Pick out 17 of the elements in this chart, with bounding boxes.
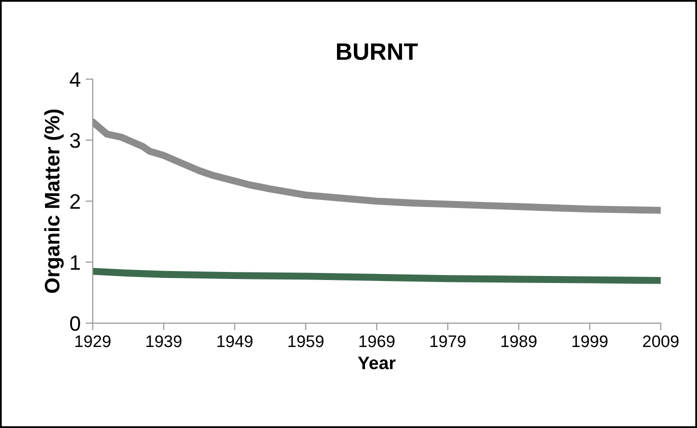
x-axis-title: Year bbox=[358, 356, 396, 370]
chart-title: BURNT bbox=[336, 43, 418, 60]
y-tick-label: 2 bbox=[70, 194, 80, 209]
x-tick-label: 2009 bbox=[643, 335, 679, 348]
y-tick-label: 0 bbox=[70, 316, 80, 331]
x-tick-label: 1999 bbox=[572, 335, 608, 348]
x-tick-label: 1969 bbox=[359, 335, 394, 348]
x-tick-label: 1949 bbox=[217, 335, 252, 348]
y-tick-label: 4 bbox=[70, 72, 80, 87]
y-axis-title: Organic Matter (%) bbox=[44, 110, 64, 293]
x-tick-label: 1989 bbox=[501, 335, 536, 348]
x-tick-label: 1979 bbox=[430, 335, 466, 348]
y-tick-label: 3 bbox=[70, 133, 80, 148]
x-tick-label: 1929 bbox=[75, 335, 110, 348]
y-tick-label: 1 bbox=[70, 255, 80, 270]
x-tick-label: 1939 bbox=[146, 335, 182, 348]
x-tick-label: 1959 bbox=[288, 335, 324, 348]
